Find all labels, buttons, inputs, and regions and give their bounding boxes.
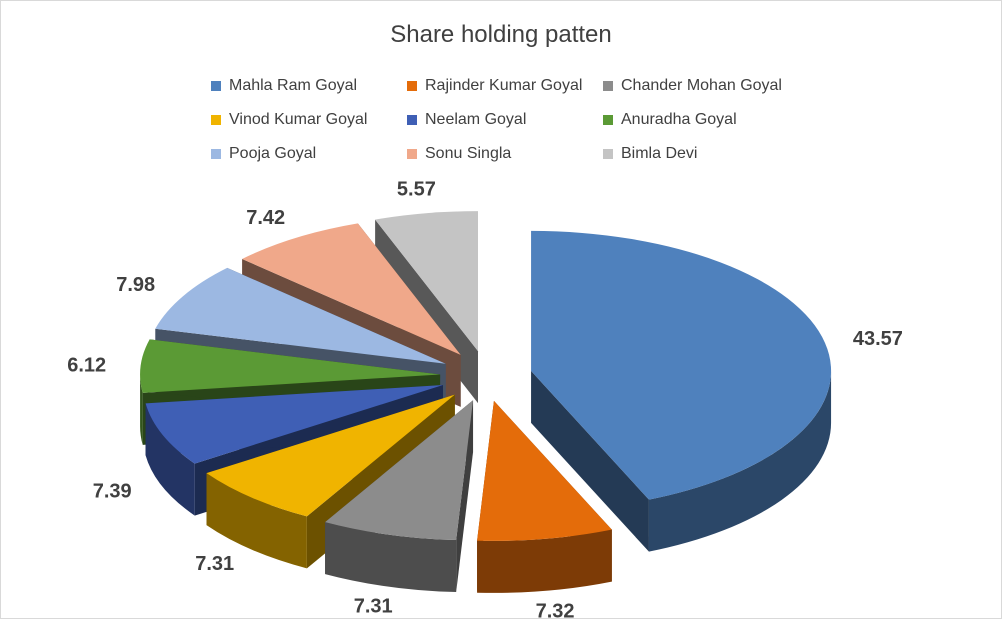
data-label: 7.39	[93, 481, 132, 503]
legend-item: Neelam Goyal	[407, 109, 603, 131]
legend-item: Pooja Goyal	[211, 143, 407, 165]
slice-top	[155, 267, 446, 364]
legend-swatch	[603, 149, 613, 159]
slice-outer-wall	[145, 403, 195, 516]
legend-label: Sonu Singla	[425, 145, 512, 162]
legend-swatch	[407, 149, 417, 159]
slice-top	[375, 211, 478, 352]
legend-swatch	[211, 81, 221, 91]
data-label: 43.57	[853, 328, 903, 350]
slice-top	[145, 384, 444, 464]
legend-item: Rajinder Kumar Goyal	[407, 75, 603, 97]
legend-label: Mahla Ram Goyal	[229, 77, 358, 94]
legend-item: Anuradha Goyal	[603, 109, 799, 131]
data-label: 5.57	[397, 178, 436, 200]
slice-outer-wall	[325, 522, 457, 593]
slice-top	[140, 339, 441, 393]
slice-side-wall	[531, 370, 649, 552]
legend-swatch	[407, 115, 417, 125]
data-label: 6.12	[67, 354, 106, 376]
legend-label: Pooja Goyal	[229, 145, 317, 162]
legend-label: Bimla Devi	[621, 145, 698, 162]
legend-item: Chander Mohan Goyal	[603, 75, 799, 97]
legend-swatch	[407, 81, 417, 91]
legend-item: Mahla Ram Goyal	[211, 75, 407, 97]
slice-outer-wall	[648, 370, 832, 552]
legend-label: Rajinder Kumar Goyal	[425, 77, 583, 94]
legend-item: Sonu Singla	[407, 143, 603, 165]
legend-label: Vinod Kumar Goyal	[229, 111, 368, 128]
legend-item: Vinod Kumar Goyal	[211, 109, 407, 131]
slice-outer-wall	[477, 529, 612, 593]
chart-title: Share holding patten	[390, 21, 612, 48]
legend: Mahla Ram Goyal Rajinder Kumar Goyal Chand…	[211, 75, 799, 165]
slice-outer-wall	[140, 374, 143, 445]
slice-top	[206, 394, 455, 517]
data-label: 7.31	[354, 596, 393, 618]
legend-label: Neelam Goyal	[425, 111, 527, 128]
legend-label: Chander Mohan Goyal	[621, 77, 782, 94]
legend-item: Bimla Devi	[603, 143, 799, 165]
slice-top	[531, 230, 832, 500]
legend-swatch	[603, 81, 613, 91]
slice-top	[325, 400, 474, 541]
data-label: 7.42	[246, 207, 285, 229]
data-label: 7.31	[195, 553, 234, 575]
slice-top	[242, 223, 461, 355]
legend-swatch	[603, 115, 613, 125]
pie-slice	[531, 370, 832, 552]
slice-outer-wall	[206, 473, 307, 569]
data-label: 7.98	[116, 274, 155, 296]
legend-swatch	[211, 149, 221, 159]
slice-top	[477, 400, 612, 541]
legend-label: Anuradha Goyal	[621, 111, 737, 128]
data-label: 7.32	[536, 600, 575, 618]
legend-swatch	[211, 115, 221, 125]
